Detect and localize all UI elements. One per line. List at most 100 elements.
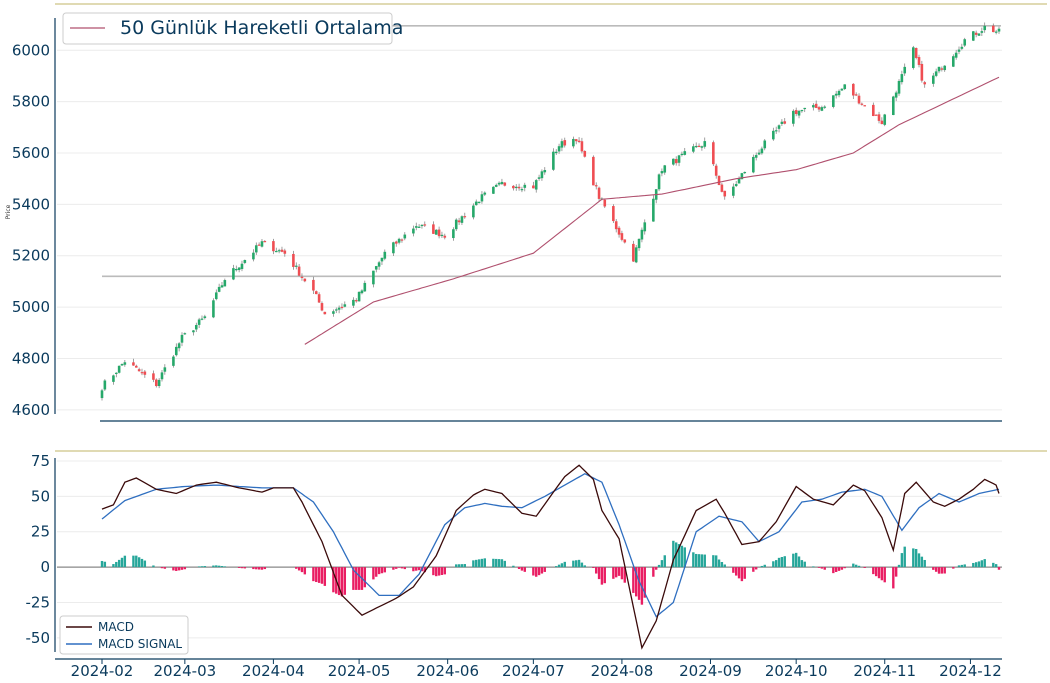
macd-histogram-bar [794,552,798,568]
price-axis-label: Price [5,204,12,219]
candle-body [523,184,527,188]
candle-body [803,107,807,110]
macd-histogram-bar [792,553,795,568]
candle-body [583,150,587,157]
candle-body [512,185,515,189]
candle-body [883,114,887,125]
candle-body [517,186,521,189]
candle-body [514,186,518,189]
macd-histogram-bar [894,567,898,577]
macd-histogram-bar [143,560,147,568]
macd-histogram-bar [743,567,746,579]
candle-body [852,83,855,96]
candle-body [472,205,475,218]
macd-histogram-bar [297,567,301,571]
macd-histogram-bar [660,560,664,568]
candle-body [743,171,747,174]
price-legend-box [62,12,393,45]
candle-body [254,245,258,253]
macd-histogram-bar [363,567,367,588]
candle-body [200,318,204,320]
macd-histogram-bar [897,564,901,568]
macd-histogram-bar [592,567,595,568]
candle-body [617,227,621,235]
macd-histogram-bar [623,567,626,583]
macd-histogram-bar [615,567,618,578]
candle-body [894,92,898,98]
candle-body [783,121,787,124]
macd-histogram-bar [160,567,164,569]
macd-histogram-bar [312,567,315,582]
candle-body [734,184,738,187]
candle-body [177,343,181,349]
candle-body [497,182,501,185]
candle-body [117,365,121,373]
macd-histogram-bar [120,557,124,568]
candle-body [694,145,698,148]
x-tick-label: 2024-12 [939,662,1002,680]
candle-body [460,216,464,223]
candle-body [880,120,884,125]
candle-body [212,300,215,318]
candle-body [800,109,804,112]
candle-body [112,375,115,382]
macd-histogram-bar [423,567,427,573]
candle-body [640,229,644,240]
candle-body [914,47,918,58]
macd-histogram-bar [383,567,387,573]
candle-body [814,103,818,108]
macd-histogram-bar [852,563,855,568]
candle-body [300,276,304,278]
macd-histogram-bar [917,553,921,568]
candle-body [991,25,995,33]
candle-body [332,311,335,314]
macd-histogram-bar [543,567,546,572]
macd-histogram-bar [243,567,247,569]
macd-histogram-bar [972,562,975,568]
macd-histogram-bar [500,559,504,568]
candle-body [412,228,415,234]
candle-body [780,121,784,124]
macd-histogram-bar [680,545,684,568]
macd-histogram-bar [463,564,466,568]
macd-histogram-bar [637,567,641,600]
candle-body [534,180,538,190]
candle-body [377,262,381,267]
x-tick-label: 2024-05 [328,662,391,680]
macd-tick-label: 0 [40,558,50,576]
candle-body [940,68,944,70]
candle-body [977,33,981,36]
macd-histogram-bar [577,559,581,568]
macd-histogram-bar [395,567,398,569]
candle-body [937,66,941,72]
macd-histogram-bar [900,553,904,568]
macd-histogram-bar [477,559,481,568]
macd-histogram-bar [960,564,964,568]
macd-histogram-bar [532,567,535,576]
candle-body [532,185,535,189]
candle-body [157,379,161,387]
candle-body [320,303,324,311]
candle-body [963,39,967,46]
candle-body [417,226,421,228]
macd-histogram-bar [212,565,215,568]
candle-body [312,279,315,291]
macd-histogram-bar [737,567,741,579]
candle-body [737,178,741,184]
candle-body [434,229,438,235]
macd-histogram-bar [255,567,258,570]
candle-body [934,71,938,76]
macd-histogram-bar [983,559,986,568]
macd-histogram-bar [652,567,655,577]
candle-body [243,260,247,263]
candle-body [560,141,564,148]
macd-histogram-bar [877,567,881,579]
macd-histogram-bar [163,567,167,569]
macd-histogram-bar [260,567,264,570]
macd-histogram-bar [263,567,267,570]
candle-body [143,371,147,375]
candle-body [277,250,281,252]
macd-histogram-bar [834,567,838,572]
candle-body [272,241,275,252]
candle-body [483,192,487,195]
